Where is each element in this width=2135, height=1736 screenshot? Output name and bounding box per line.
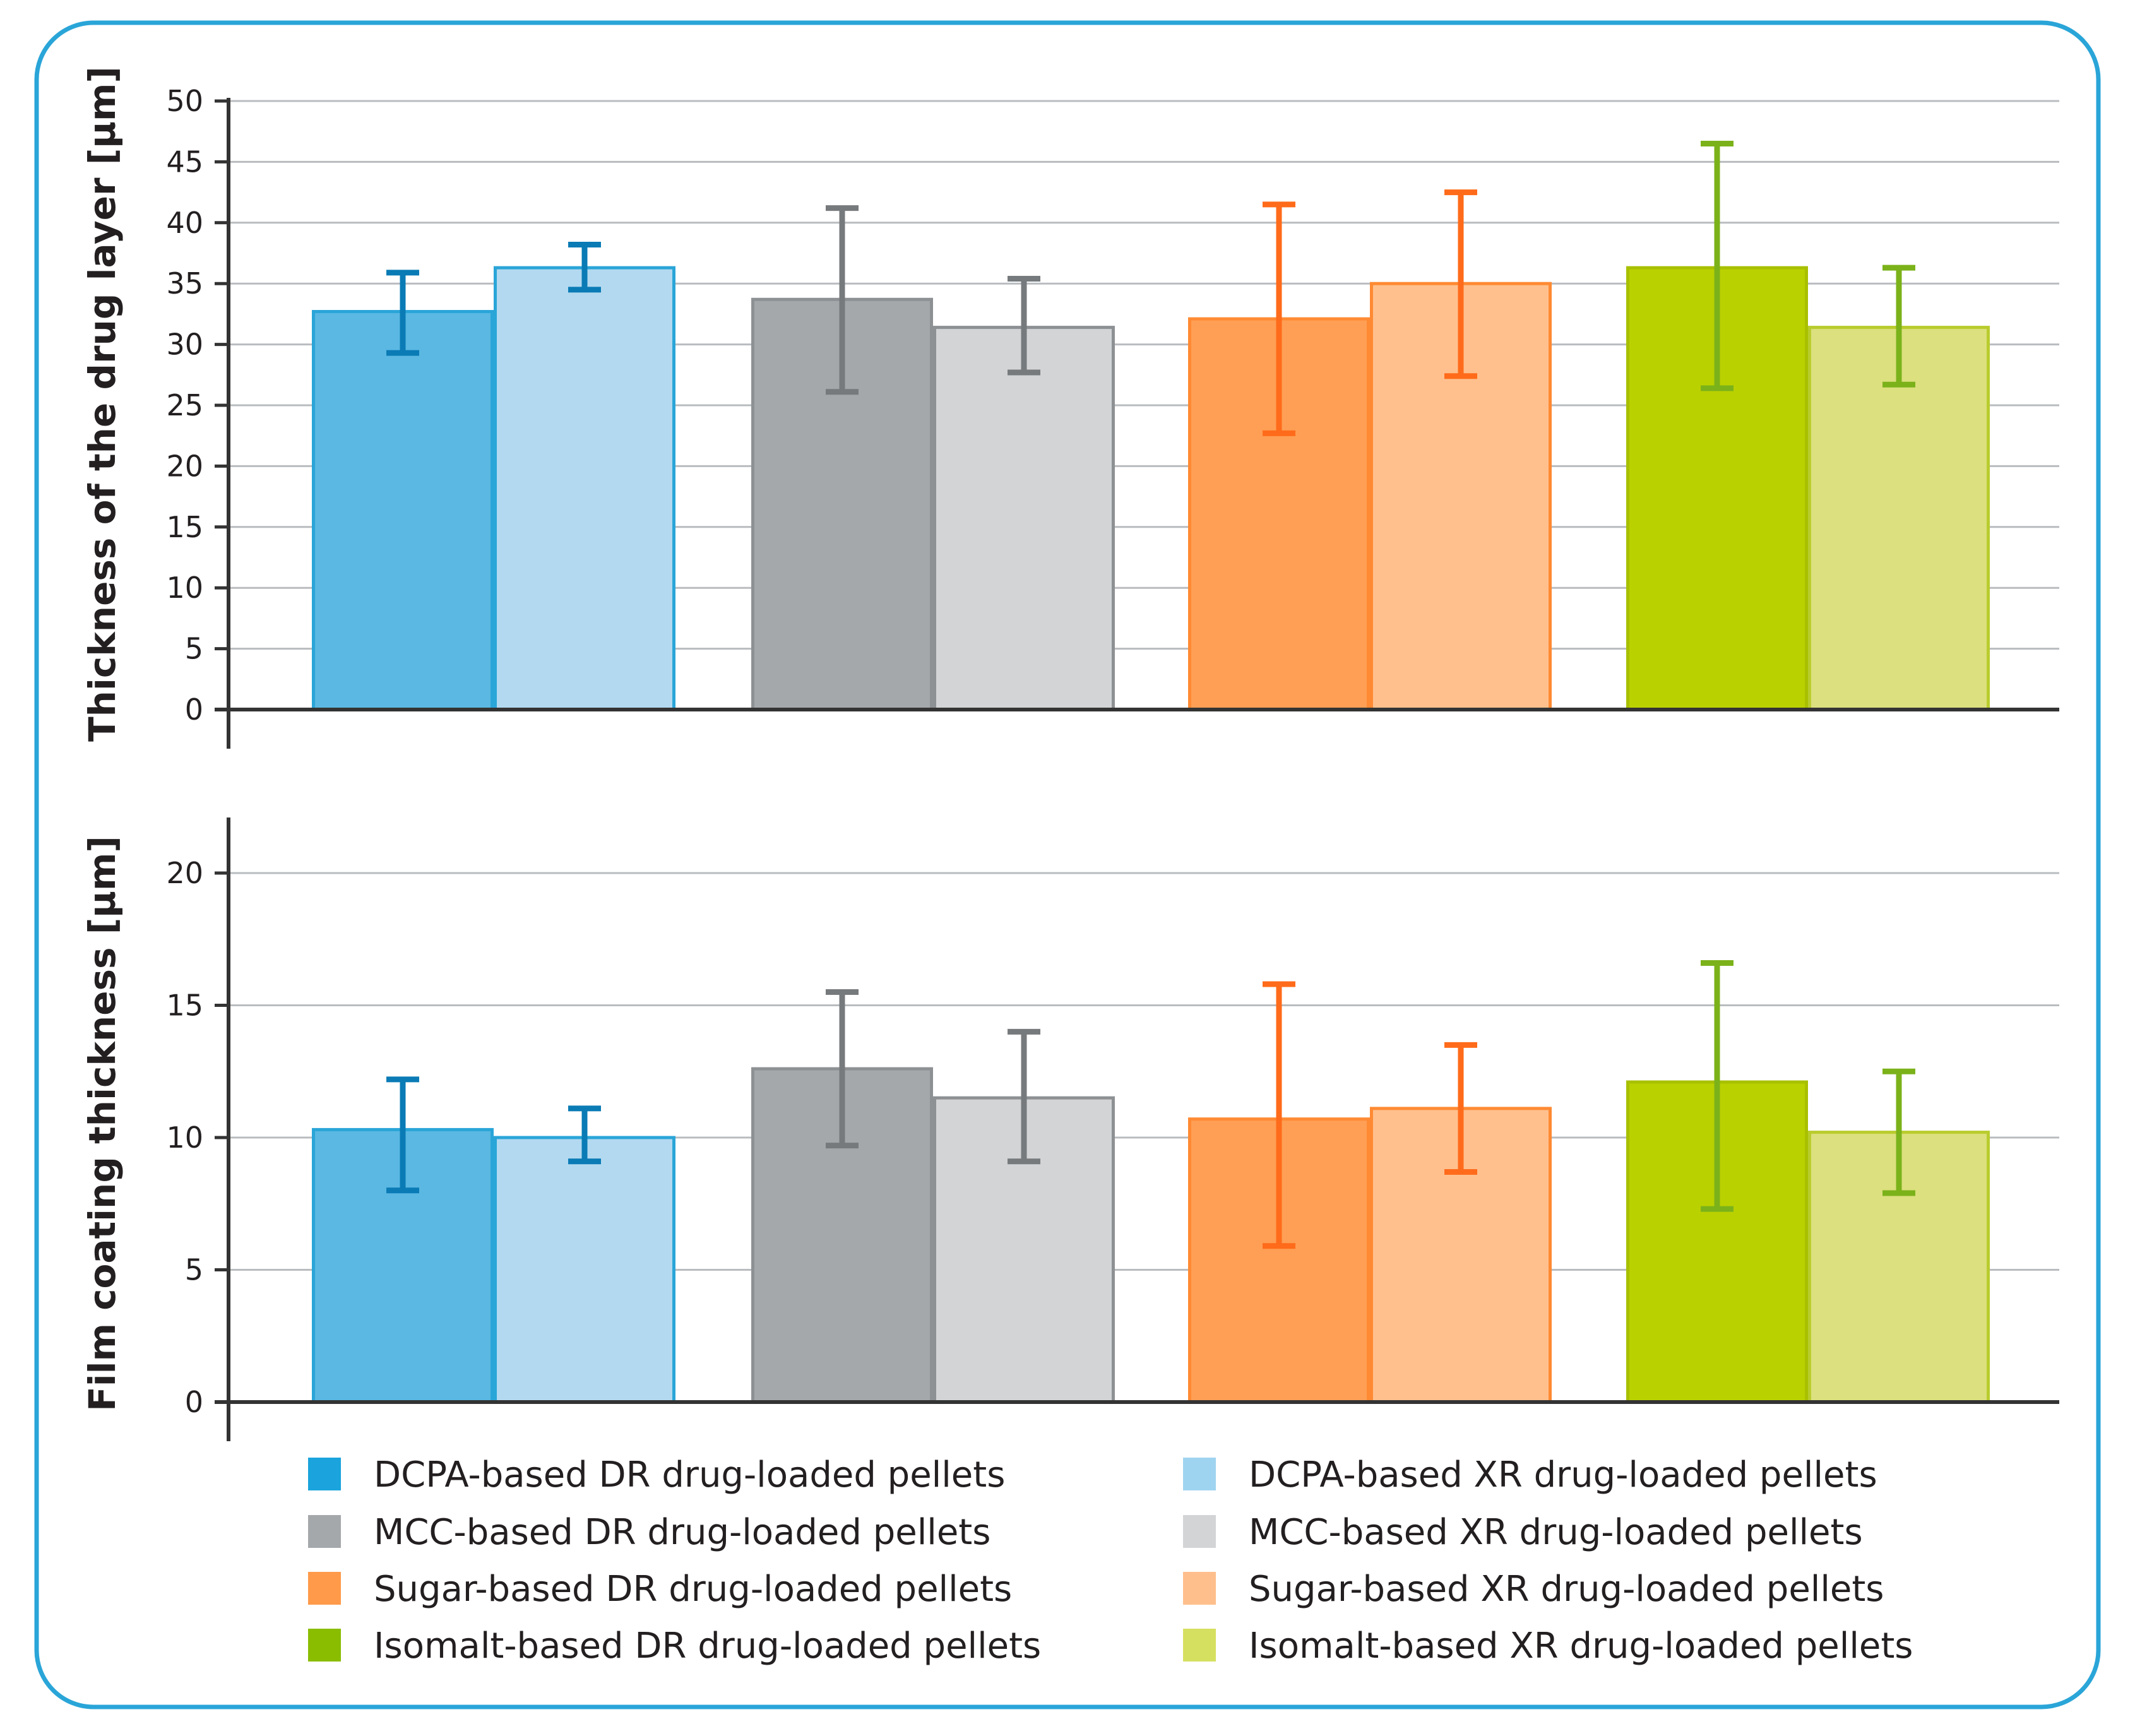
legend-label: Sugar-based XR drug-loaded pellets (1249, 1569, 1884, 1610)
legend-swatch (1183, 1458, 1216, 1490)
bar (1808, 326, 1990, 711)
y-tick-label: 10 (166, 571, 203, 605)
y-tick-label: 35 (166, 266, 203, 300)
y-tick-label: 15 (166, 510, 203, 544)
top-panel-drug-layer: 0 5 10 15 20 25 30 35 40 45 50 Thickness of the dru… (81, 66, 2059, 749)
y-tick-label: 0 (185, 693, 203, 727)
legend-swatch (1183, 1572, 1216, 1605)
y-tick-label: 5 (185, 632, 203, 666)
y-tick-label: 15 (166, 989, 203, 1023)
bar (933, 326, 1115, 711)
bottom-panel-film-coating: 0 5 10 15 20 Film coating thickness [µm] (81, 817, 2059, 1441)
legend-label: MCC-based XR drug-loaded pellets (1249, 1512, 1863, 1553)
legend-label: DCPA-based XR drug-loaded pellets (1249, 1454, 1877, 1495)
legend-label: Sugar-based DR drug-loaded pellets (374, 1569, 1012, 1610)
y-axis-title: Film coating thickness [µm] (81, 836, 124, 1412)
legend-swatch (308, 1629, 341, 1662)
legend-swatch (308, 1458, 341, 1490)
legend-swatch (308, 1515, 341, 1548)
legend-label: Isomalt-based XR drug-loaded pellets (1249, 1626, 1913, 1667)
y-tick-label: 40 (166, 206, 203, 240)
legend: DCPA-based DR drug-loaded pellets DCPA-ba… (308, 1454, 1913, 1667)
bar (1808, 1131, 1990, 1404)
bar (494, 1136, 675, 1404)
y-tick-label: 50 (166, 84, 203, 118)
y-tick-label: 30 (166, 328, 203, 362)
y-tick-label: 20 (166, 856, 203, 890)
bar (312, 310, 494, 711)
legend-label: MCC-based DR drug-loaded pellets (374, 1512, 990, 1553)
y-tick-label: 10 (166, 1121, 203, 1155)
y-tick-label: 20 (166, 449, 203, 483)
bar (494, 266, 675, 711)
legend-label: DCPA-based DR drug-loaded pellets (374, 1454, 1005, 1495)
legend-swatch (308, 1572, 341, 1605)
legend-label: Isomalt-based DR drug-loaded pellets (374, 1626, 1041, 1667)
legend-swatch (1183, 1629, 1216, 1662)
legend-swatch (1183, 1515, 1216, 1548)
y-tick-label: 45 (166, 145, 203, 179)
y-tick-label: 25 (166, 388, 203, 422)
y-axis-title: Thickness of the drug layer [µm] (81, 66, 124, 742)
y-tick-label: 0 (185, 1385, 203, 1419)
y-tick-label: 5 (185, 1253, 203, 1287)
